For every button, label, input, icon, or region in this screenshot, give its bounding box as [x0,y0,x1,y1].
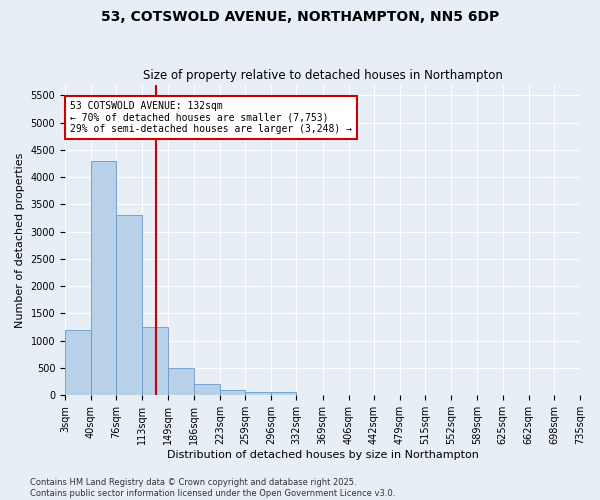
Text: 53, COTSWOLD AVENUE, NORTHAMPTON, NN5 6DP: 53, COTSWOLD AVENUE, NORTHAMPTON, NN5 6D… [101,10,499,24]
Text: 53 COTSWOLD AVENUE: 132sqm
← 70% of detached houses are smaller (7,753)
29% of s: 53 COTSWOLD AVENUE: 132sqm ← 70% of deta… [70,101,352,134]
Text: Contains HM Land Registry data © Crown copyright and database right 2025.
Contai: Contains HM Land Registry data © Crown c… [30,478,395,498]
Y-axis label: Number of detached properties: Number of detached properties [15,152,25,328]
Bar [91,161,116,395]
Bar [142,327,168,395]
X-axis label: Distribution of detached houses by size in Northampton: Distribution of detached houses by size … [167,450,478,460]
Bar [65,330,91,395]
Bar [220,390,245,395]
Bar [116,216,142,395]
Bar [245,392,271,395]
Title: Size of property relative to detached houses in Northampton: Size of property relative to detached ho… [143,69,502,82]
Bar [168,368,194,395]
Bar [271,392,296,395]
Bar [194,384,220,395]
